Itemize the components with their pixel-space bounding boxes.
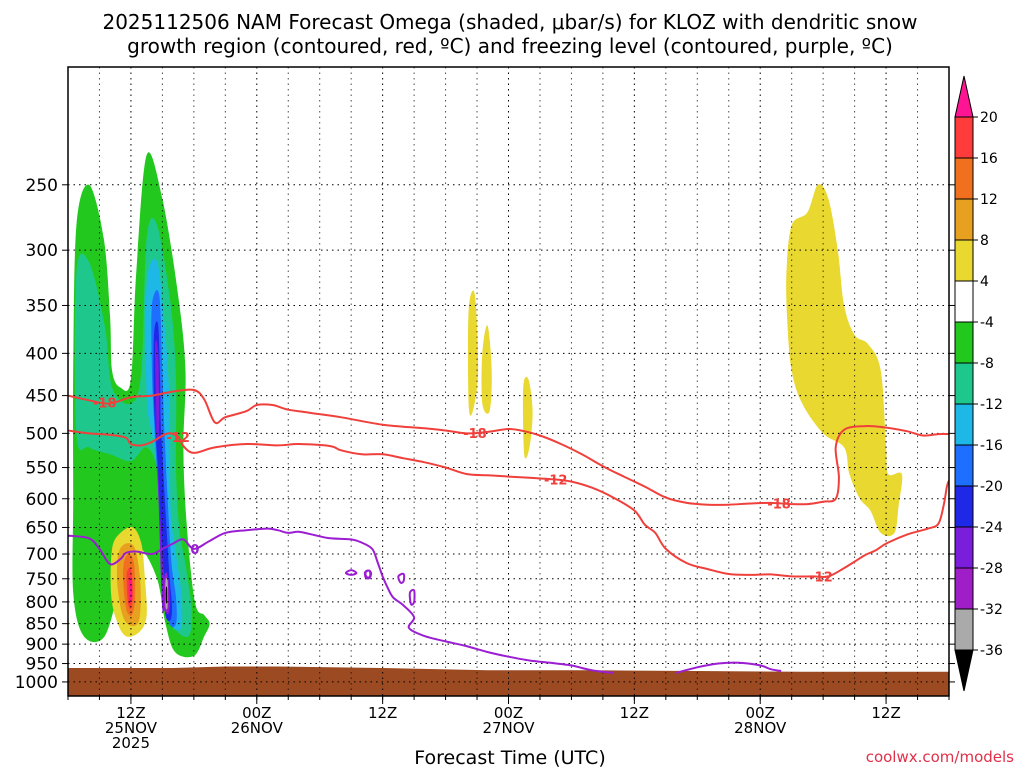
colorbar: 20 16 12 8 4 -4 -8 -12 -16 -20 -24 -28 -32 -36 xyxy=(954,75,1003,692)
omega-region-16 xyxy=(522,376,533,459)
colorbar-label-12: -32 xyxy=(980,602,1003,618)
y-tick-label-950: 950 xyxy=(26,655,58,675)
red-isotherm-label--18-2: -18 xyxy=(767,497,791,512)
y-axis: 2503003504004505005506006507007508008509… xyxy=(15,176,955,693)
x-axis-title: Forecast Time (UTC) xyxy=(414,747,605,768)
colorbar-cell-9 xyxy=(954,444,974,487)
y-tick-label-800: 800 xyxy=(26,593,58,613)
colorbar-cell-10 xyxy=(954,485,974,528)
colorbar-label-3: 8 xyxy=(980,233,989,249)
x-tick-label-6-0: 12Z xyxy=(116,704,145,722)
x-tick-label-42-0: 00Z xyxy=(494,704,523,722)
purple-isotherm-4 xyxy=(408,588,416,606)
y-tick-label-750: 750 xyxy=(26,570,58,590)
colorbar-label-13: -36 xyxy=(980,643,1003,659)
y-tick-label-650: 650 xyxy=(26,518,58,538)
colorbar-top-arrow xyxy=(954,75,974,118)
y-tick-label-1000: 1000 xyxy=(15,673,58,693)
purple-isotherm-2 xyxy=(363,569,373,579)
contour-labels: -18 -18 -18 -12 -12 -12 0 0 xyxy=(93,397,833,586)
colorbar-cell-13 xyxy=(954,608,974,651)
x-tick-label-78-0: 12Z xyxy=(871,704,900,722)
red-isotherm-label--12-2: -12 xyxy=(809,570,833,585)
omega-region-5 xyxy=(154,339,170,615)
red-isotherm-label--12-1: -12 xyxy=(544,474,568,489)
colorbar-label-7: -12 xyxy=(980,397,1003,413)
omega-region-15 xyxy=(481,325,492,414)
colorbar-label-5: -4 xyxy=(980,315,994,331)
red-isotherm-label--18-1: -18 xyxy=(463,427,487,442)
colorbar-cell-12 xyxy=(954,567,974,610)
x-tick-label-66-0: 00Z xyxy=(746,704,775,722)
colorbar-label-0: 20 xyxy=(980,110,998,126)
omega-region-14 xyxy=(467,290,479,416)
x-tick-label-6-1: 25NOV xyxy=(105,719,158,737)
x-tick-label-30-0: 12Z xyxy=(368,704,397,722)
y-tick-label-300: 300 xyxy=(26,241,58,261)
y-tick-label-850: 850 xyxy=(26,615,58,635)
colorbar-label-10: -24 xyxy=(980,520,1003,536)
colorbar-cell-7 xyxy=(954,362,974,405)
x-tick-label-18-1: 26NOV xyxy=(231,719,284,737)
x-tick-label-42-1: 27NOV xyxy=(482,719,535,737)
colorbar-cell-4 xyxy=(954,239,974,282)
chart-title-line1: 2025112506 NAM Forecast Omega (shaded, μ… xyxy=(102,10,917,34)
y-tick-label-350: 350 xyxy=(26,296,58,316)
colorbar-label-9: -20 xyxy=(980,479,1003,495)
colorbar-cell-3 xyxy=(954,198,974,241)
colorbar-bottom-arrow xyxy=(954,649,974,692)
x-tick-label-18-0: 00Z xyxy=(242,704,271,722)
x-tick-label-6-2: 2025 xyxy=(112,734,150,752)
colorbar-label-1: 16 xyxy=(980,151,998,167)
purple-isotherm-5 xyxy=(676,661,782,674)
credit-text: coolwx.com/models xyxy=(866,748,1014,766)
colorbar-label-6: -8 xyxy=(980,356,994,372)
omega-region-13 xyxy=(128,577,133,603)
purple-isotherm-0 xyxy=(68,527,614,674)
colorbar-label-11: -28 xyxy=(980,561,1003,577)
y-tick-label-500: 500 xyxy=(26,424,58,444)
colorbar-cell-6 xyxy=(954,321,974,364)
red-isotherm-label--12-0: -12 xyxy=(166,431,190,446)
omega-region-17 xyxy=(786,184,903,537)
y-tick-label-900: 900 xyxy=(26,635,58,655)
chart-title-line2: growth region (contoured, red, ºC) and f… xyxy=(127,34,893,58)
colorbar-cell-5 xyxy=(954,280,974,323)
omega-region-8 xyxy=(165,586,168,604)
x-tick-label-66-1: 28NOV xyxy=(734,719,787,737)
colorbar-label-2: 12 xyxy=(980,192,998,208)
y-tick-label-700: 700 xyxy=(26,545,58,565)
y-tick-label-400: 400 xyxy=(26,344,58,364)
red-isotherm--18 xyxy=(68,388,949,506)
x-tick-label-54-0: 12Z xyxy=(620,704,649,722)
red-isotherm-label--18-0: -18 xyxy=(93,397,117,412)
purple-isotherm-3 xyxy=(397,572,406,584)
red-isotherm--12 xyxy=(68,429,949,579)
y-tick-label-600: 600 xyxy=(26,490,58,510)
colorbar-cell-11 xyxy=(954,526,974,569)
y-tick-label-550: 550 xyxy=(26,459,58,479)
colorbar-cell-2 xyxy=(954,157,974,200)
colorbar-cell-1 xyxy=(954,116,974,159)
colorbar-cell-8 xyxy=(954,403,974,446)
y-tick-label-450: 450 xyxy=(26,387,58,407)
purple-isotherm-label-2-0: 0 xyxy=(363,568,372,583)
y-tick-label-250: 250 xyxy=(26,176,58,196)
colorbar-label-4: 4 xyxy=(980,274,989,290)
purple-isotherm-label-0-0: 0 xyxy=(190,543,199,558)
colorbar-label-8: -16 xyxy=(980,438,1003,454)
plot-grid xyxy=(67,67,950,696)
omega-shading xyxy=(72,152,903,658)
purple-isotherm-1 xyxy=(344,569,358,576)
temperature-contours xyxy=(68,388,949,674)
